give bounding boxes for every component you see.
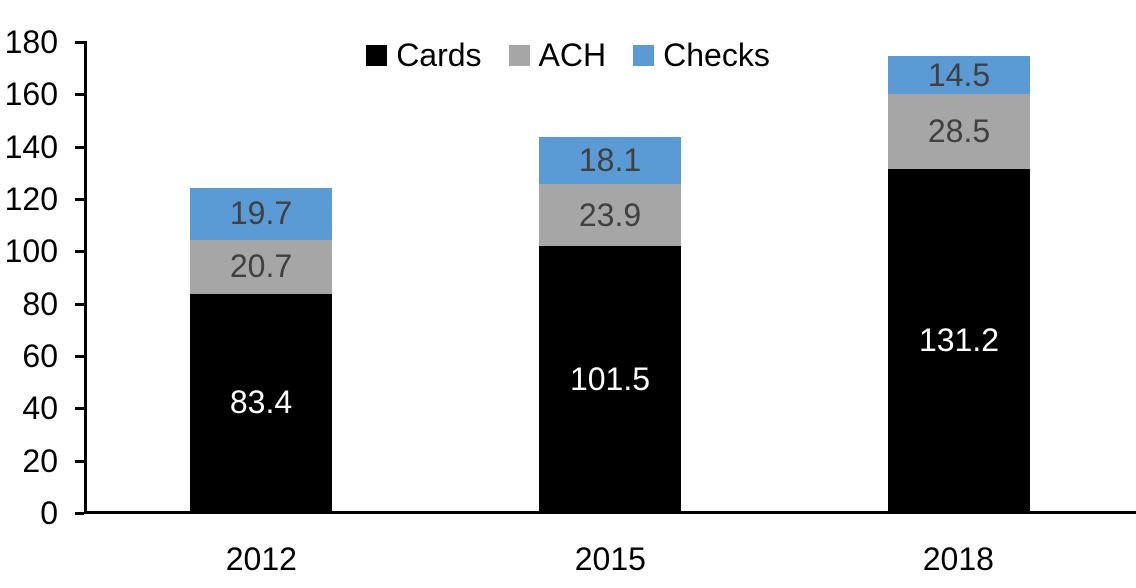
legend-swatch-cards xyxy=(366,44,388,66)
bar-segment-checks-2015 xyxy=(539,136,681,184)
legend-label-ach: ACH xyxy=(538,36,607,73)
y-tick-label-40: 40 xyxy=(22,390,58,427)
legend-swatch-ach xyxy=(508,44,530,66)
y-tick-mark-180 xyxy=(75,41,84,44)
y-tick-label-140: 140 xyxy=(4,128,58,165)
y-tick-mark-100 xyxy=(75,250,84,254)
bar-segment-ach-2015 xyxy=(539,183,681,247)
bar-value-label-ach-2018: 28.5 xyxy=(927,112,991,149)
bar-segment-checks-2012 xyxy=(190,188,332,240)
y-tick-mark-60 xyxy=(75,355,84,358)
y-tick-label-0: 0 xyxy=(40,495,58,531)
bar-value-label-checks-2015: 18.1 xyxy=(578,141,642,178)
legend-item-checks: Checks xyxy=(633,37,770,74)
y-tick-label-20: 20 xyxy=(22,442,58,479)
y-tick-label-100: 100 xyxy=(4,233,58,270)
y-tick-mark-80 xyxy=(75,302,84,306)
bar-segment-checks-2018 xyxy=(888,56,1030,95)
bar-value-label-checks-2018: 14.5 xyxy=(927,56,991,93)
x-category-label-2015: 2015 xyxy=(574,541,646,577)
y-axis-line xyxy=(84,41,87,514)
bar-value-label-ach-2012: 20.7 xyxy=(229,248,293,285)
legend-label-cards: Cards xyxy=(396,36,482,73)
y-tick-mark-40 xyxy=(75,407,84,411)
x-axis-line xyxy=(84,511,1136,514)
legend-item-cards: Cards xyxy=(366,36,482,74)
bar-segment-cards-2012 xyxy=(190,293,332,512)
y-tick-label-120: 120 xyxy=(4,181,58,217)
bar-value-label-cards-2018: 131.2 xyxy=(918,321,1000,358)
y-tick-mark-160 xyxy=(75,93,84,97)
bar-value-label-ach-2015: 23.9 xyxy=(578,196,642,233)
bar-value-label-cards-2012: 83.4 xyxy=(229,384,293,421)
y-tick-mark-140 xyxy=(75,145,84,149)
bar-segment-cards-2018 xyxy=(888,168,1030,512)
y-tick-label-80: 80 xyxy=(22,285,58,322)
legend-label-checks: Checks xyxy=(663,36,770,73)
y-tick-mark-0 xyxy=(75,512,84,515)
legend: Cards ACH Checks xyxy=(0,34,1136,76)
bar-value-label-checks-2012: 19.7 xyxy=(229,195,293,232)
y-tick-label-60: 60 xyxy=(22,338,58,374)
bar-segment-ach-2018 xyxy=(888,94,1030,169)
bar-segment-ach-2012 xyxy=(190,239,332,294)
y-tick-mark-20 xyxy=(75,459,84,463)
x-category-label-2012: 2012 xyxy=(225,541,297,577)
y-tick-label-160: 160 xyxy=(4,76,58,113)
y-tick-mark-120 xyxy=(75,198,84,201)
bar-segment-cards-2015 xyxy=(539,246,681,512)
bar-value-label-cards-2015: 101.5 xyxy=(569,360,651,397)
y-tick-label-180: 180 xyxy=(4,24,58,60)
x-category-label-2018: 2018 xyxy=(922,541,994,577)
legend-swatch-checks xyxy=(633,44,655,66)
legend-item-ach: ACH xyxy=(508,36,607,74)
